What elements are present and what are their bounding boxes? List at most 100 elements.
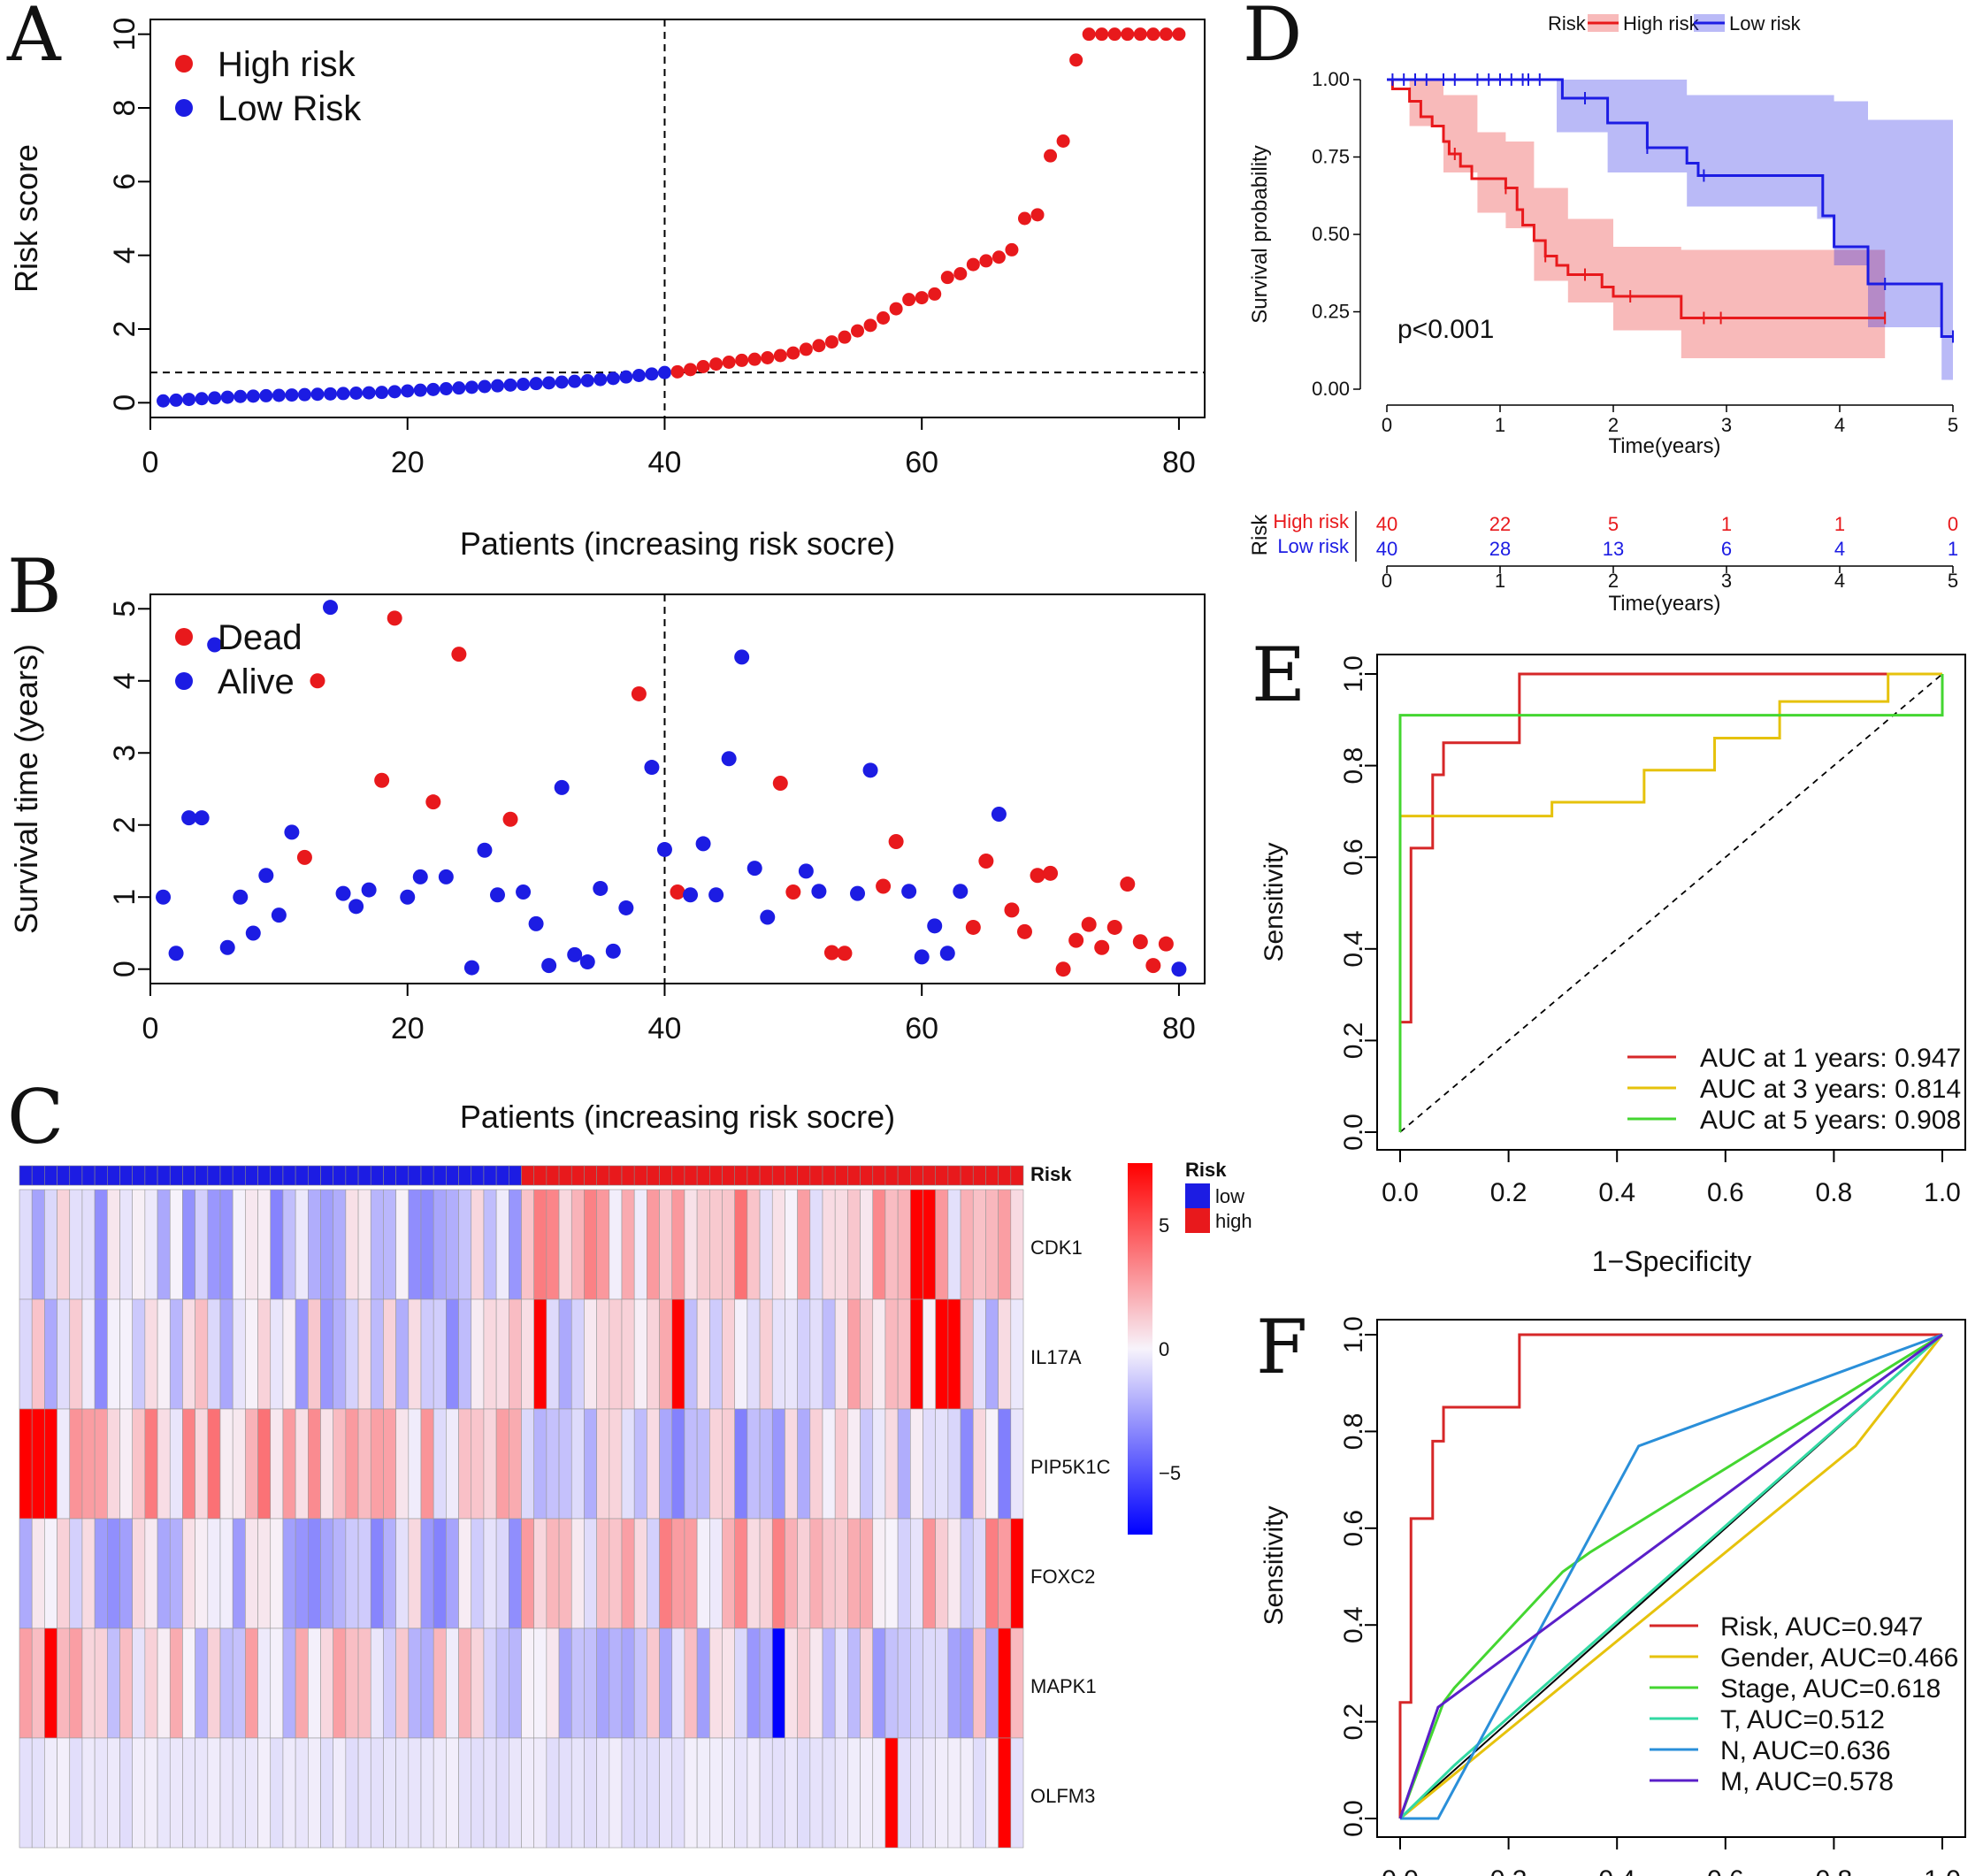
colorbar [1128, 1163, 1152, 1535]
heatmap-cell [659, 1189, 673, 1300]
heatmap-cell [960, 1737, 974, 1849]
risk-annotation-cell [207, 1165, 221, 1186]
roc-x-tick-label: 0.6 [1707, 1865, 1744, 1876]
risk-point-low [657, 365, 671, 379]
heatmap-cell [395, 1518, 410, 1629]
survival-point-alive [746, 861, 762, 877]
heatmap-cell [947, 1298, 961, 1410]
roc-f-curves [1398, 1333, 1944, 1820]
risk-table-value: 5 [1608, 513, 1619, 535]
heatmap-cell [659, 1408, 673, 1520]
heatmap-cell [546, 1298, 560, 1410]
heatmap-cell [584, 1737, 597, 1849]
heatmap-cell [822, 1737, 836, 1849]
heatmap-cell [433, 1189, 447, 1300]
heatmap-cell [144, 1298, 158, 1410]
heatmap-cell [495, 1737, 509, 1849]
heatmap-cell [408, 1627, 422, 1739]
heatmap-cell [157, 1298, 171, 1410]
heatmap-cell [370, 1518, 384, 1629]
roc-curve-gender [1399, 1334, 1944, 1820]
risk-annotation-cell [333, 1165, 347, 1186]
roc-x-tick-label: 0.6 [1707, 1178, 1744, 1207]
survival-point-dead [1068, 932, 1084, 948]
risk-annotation-cell [709, 1165, 723, 1186]
risk-annotation-cell [132, 1165, 146, 1186]
risk-annotation-cell [370, 1165, 384, 1186]
heatmap-cell [684, 1627, 698, 1739]
heatmap-cell [785, 1298, 798, 1410]
heatmap-cell [81, 1627, 96, 1739]
survival-point-alive [168, 946, 184, 961]
survival-point-alive [233, 889, 249, 905]
risk-annotation-cell [195, 1165, 209, 1186]
km-y-tick-label: 0.50 [1312, 223, 1350, 245]
heatmap-cell [985, 1189, 999, 1300]
x-tick-label: 20 [391, 446, 425, 479]
panel-letter-b: B [7, 543, 62, 630]
survival-point-dead [1004, 902, 1020, 918]
heatmap-cell [408, 1408, 422, 1520]
panel-b-y-ticks: 0 1 2 3 4 5 [108, 601, 150, 977]
heatmap-cell [308, 1298, 321, 1410]
km-high-confidence-band [1387, 80, 1886, 358]
risk-point-low [157, 394, 171, 408]
heatmap-cell [495, 1518, 509, 1629]
heatmap-cell [947, 1737, 961, 1849]
risk-annotation-cell [847, 1165, 861, 1186]
risk-point-high [979, 254, 993, 268]
heatmap-cell [81, 1518, 96, 1629]
risk-point-low [272, 388, 286, 402]
risk-point-low [297, 387, 311, 402]
heatmap-cell [785, 1518, 798, 1629]
heatmap-cell [609, 1189, 623, 1300]
risk-annotation-cell [69, 1165, 83, 1186]
heatmap-cell [31, 1518, 45, 1629]
risk-annotation-cell [107, 1165, 120, 1186]
heatmap-cell [195, 1518, 209, 1629]
heatmap-cell [119, 1737, 133, 1849]
survival-point-alive [438, 869, 454, 884]
risk-table-values: 40 22 5 1 1 0 40 28 13 6 4 1 0 1 2 3 4 5 [1355, 511, 1958, 592]
risk-point-high [1082, 27, 1096, 42]
heatmap-cell [621, 1298, 635, 1410]
survival-point-dead [451, 647, 467, 662]
x-tick-label: 40 [648, 446, 682, 479]
survival-point-alive [939, 946, 955, 961]
heatmap-cell [960, 1408, 974, 1520]
risk-point-low [220, 390, 234, 404]
heatmap-cell [446, 1518, 459, 1629]
roc-y-tick-label: 0.0 [1339, 1114, 1368, 1151]
panel-letter-f: F [1256, 1304, 1307, 1390]
heatmap-cell [509, 1189, 522, 1300]
risk-annotation-cell [383, 1165, 396, 1186]
heatmap-cell [107, 1189, 120, 1300]
risk-point-high [915, 291, 929, 305]
heatmap-cell [295, 1518, 309, 1629]
risk-annotation-cell [308, 1165, 321, 1186]
heatmap-cell [446, 1408, 459, 1520]
survival-point-dead [1043, 865, 1059, 881]
heatmap-cell [998, 1518, 1012, 1629]
panel-letter-d: D [1243, 0, 1302, 78]
heatmap-cell [408, 1518, 422, 1629]
roc-y-tick-label: 0.6 [1339, 838, 1368, 876]
risk-point-high [863, 318, 877, 333]
heatmap-cell [433, 1298, 447, 1410]
heatmap-cell [157, 1737, 171, 1849]
risk-point-high [722, 356, 736, 369]
heatmap-cell [420, 1408, 434, 1520]
heatmap-cell [671, 1189, 685, 1300]
heatmap-cell [985, 1298, 999, 1410]
heatmap-cell [195, 1627, 209, 1739]
roc-f-legend-n-label: N, AUC=0.636 [1720, 1736, 1891, 1765]
risk-point-low [182, 393, 196, 407]
heatmap-cell [483, 1627, 497, 1739]
roc-curve-risk [1398, 1333, 1942, 1819]
heatmap-cell [834, 1298, 848, 1410]
km-x-tick-label: 2 [1608, 414, 1619, 436]
y-tick-label: 0 [108, 394, 142, 411]
risk-annotation-cell [722, 1165, 735, 1186]
survival-point-alive [554, 779, 570, 795]
